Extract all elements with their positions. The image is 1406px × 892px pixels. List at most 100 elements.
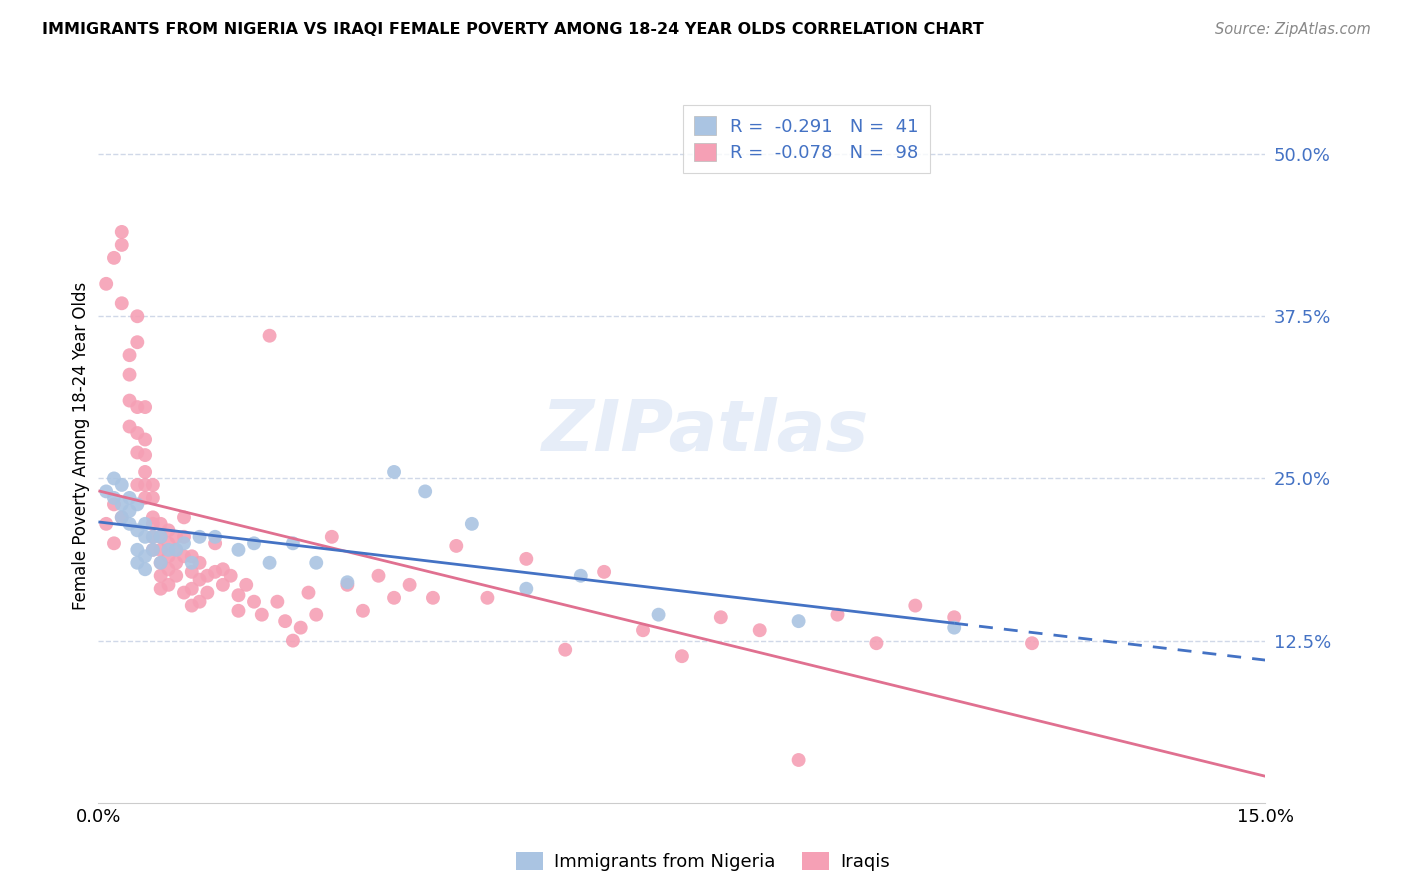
Point [204, 530, 226, 544]
Point [127, 556, 149, 570]
Point [134, 516, 156, 531]
Point [134, 478, 156, 492]
Point [111, 238, 134, 252]
Point [157, 549, 180, 564]
Point [382, 465, 405, 479]
Point [228, 604, 250, 618]
Point [103, 471, 125, 485]
Point [204, 565, 226, 579]
Point [127, 310, 149, 324]
Point [180, 556, 202, 570]
Point [142, 491, 165, 505]
Point [149, 530, 172, 544]
Point [127, 400, 149, 414]
Point [96, 277, 118, 291]
Point [111, 296, 134, 310]
Point [165, 542, 187, 557]
Point [195, 585, 218, 599]
Point [173, 530, 195, 544]
Point [103, 497, 125, 511]
Point [111, 510, 134, 524]
Point [173, 510, 195, 524]
Point [671, 649, 693, 664]
Point [219, 568, 242, 582]
Point [142, 516, 165, 531]
Point [188, 573, 211, 587]
Point [111, 478, 134, 492]
Text: Source: ZipAtlas.com: Source: ZipAtlas.com [1215, 22, 1371, 37]
Point [173, 536, 195, 550]
Point [180, 549, 202, 564]
Point [787, 614, 810, 628]
Point [142, 510, 165, 524]
Point [118, 504, 141, 518]
Point [157, 536, 180, 550]
Point [188, 595, 211, 609]
Point [118, 368, 141, 382]
Point [118, 348, 141, 362]
Point [103, 251, 125, 265]
Point [422, 591, 444, 605]
Point [710, 610, 733, 624]
Point [477, 591, 499, 605]
Point [127, 445, 149, 459]
Point [134, 400, 156, 414]
Point [281, 633, 304, 648]
Y-axis label: Female Poverty Among 18-24 Year Olds: Female Poverty Among 18-24 Year Olds [72, 282, 90, 610]
Point [631, 624, 654, 638]
Point [398, 578, 420, 592]
Point [149, 542, 172, 557]
Point [157, 542, 180, 557]
Point [111, 225, 134, 239]
Point [195, 568, 218, 582]
Point [142, 542, 165, 557]
Point [266, 595, 288, 609]
Point [96, 484, 118, 499]
Point [127, 497, 149, 511]
Point [281, 536, 304, 550]
Point [127, 478, 149, 492]
Legend: Immigrants from Nigeria, Iraqis: Immigrants from Nigeria, Iraqis [509, 845, 897, 879]
Point [149, 556, 172, 570]
Point [321, 530, 343, 544]
Point [134, 491, 156, 505]
Legend: R =  -0.291   N =  41, R =  -0.078   N =  98: R = -0.291 N = 41, R = -0.078 N = 98 [683, 105, 929, 173]
Text: ZIPatlas: ZIPatlas [541, 397, 869, 467]
Point [165, 556, 187, 570]
Point [118, 419, 141, 434]
Point [212, 578, 235, 592]
Point [142, 530, 165, 544]
Point [305, 556, 328, 570]
Point [787, 753, 810, 767]
Point [180, 565, 202, 579]
Point [290, 621, 312, 635]
Point [748, 624, 770, 638]
Point [352, 604, 374, 618]
Point [134, 448, 156, 462]
Point [259, 328, 281, 343]
Point [569, 568, 592, 582]
Point [103, 491, 125, 505]
Point [180, 599, 202, 613]
Point [274, 614, 297, 628]
Point [118, 491, 141, 505]
Point [173, 585, 195, 599]
Point [127, 524, 149, 538]
Point [1021, 636, 1043, 650]
Point [647, 607, 669, 622]
Point [165, 568, 187, 582]
Point [554, 642, 576, 657]
Point [157, 578, 180, 592]
Point [149, 516, 172, 531]
Point [134, 433, 156, 447]
Point [204, 536, 226, 550]
Point [149, 530, 172, 544]
Point [243, 595, 266, 609]
Point [228, 588, 250, 602]
Point [904, 599, 927, 613]
Point [593, 565, 616, 579]
Point [446, 539, 468, 553]
Point [235, 578, 257, 592]
Point [865, 636, 887, 650]
Point [127, 335, 149, 350]
